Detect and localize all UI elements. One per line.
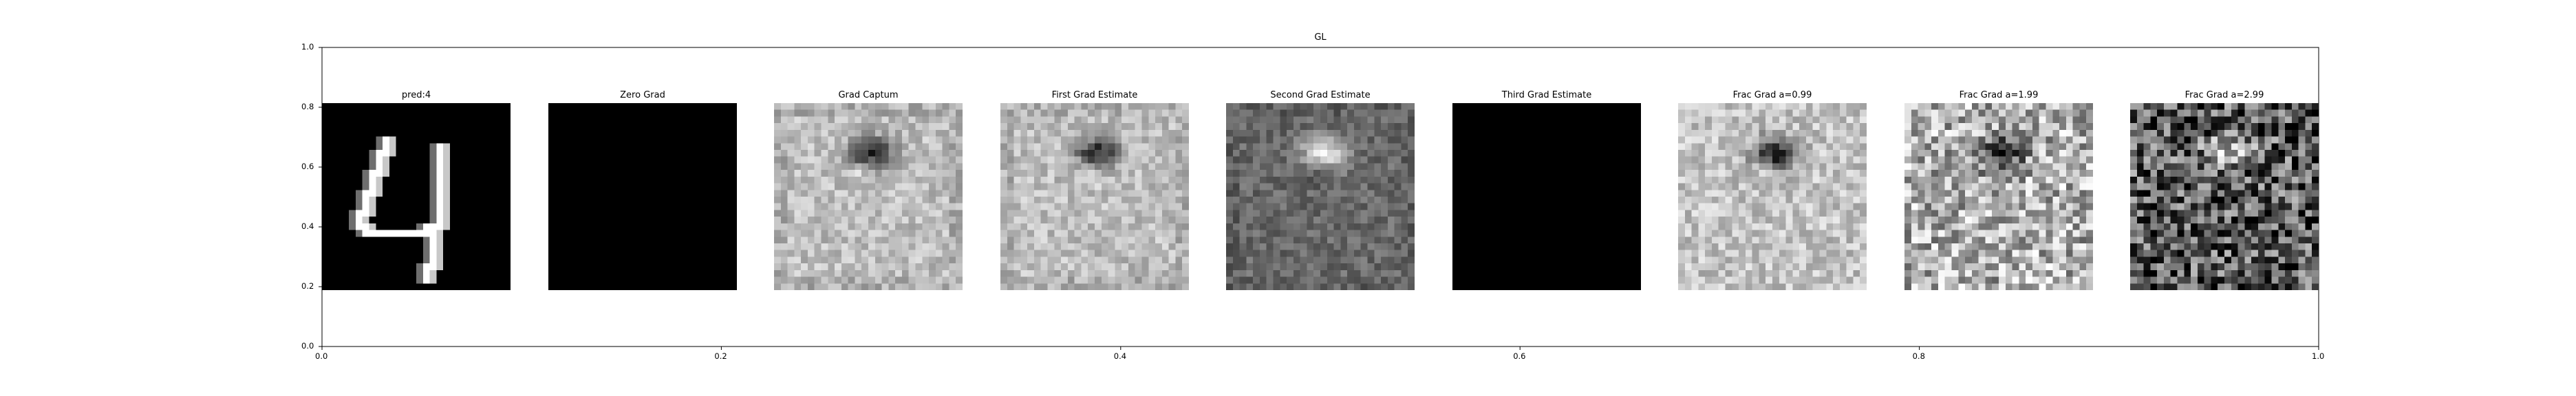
panel-title: First Grad Estimate [1051, 90, 1138, 100]
y-axis-ticks [319, 47, 322, 347]
panel-title: Second Grad Estimate [1270, 90, 1371, 100]
x-axis-ticks [321, 346, 2319, 350]
panel-title: pred:4 [401, 90, 431, 100]
heatmap-image [1452, 103, 1641, 290]
panel-title: Frac Grad a=0.99 [1732, 90, 1812, 100]
x-tick-label: 0.4 [1113, 351, 1127, 361]
heatmap-image [1678, 103, 1867, 290]
x-tick-label: 1.0 [2312, 351, 2325, 361]
x-tick-label: 0.8 [1912, 351, 1925, 361]
panel-title: Third Grad Estimate [1501, 90, 1592, 100]
heatmap-panel [2130, 103, 2319, 290]
panel-title: Frac Grad a=1.99 [1959, 90, 2039, 100]
heatmap-image [1226, 103, 1415, 290]
x-tick-label: 0.2 [714, 351, 727, 361]
chart-title: GL [1314, 32, 1327, 43]
heatmap-panel [1452, 103, 1641, 290]
heatmap-image [322, 103, 511, 290]
heatmap-image [1000, 103, 1189, 290]
panel-title: Frac Grad a=2.99 [2185, 90, 2264, 100]
heatmap-image [1904, 103, 2093, 290]
y-tick-label: 0.6 [301, 162, 314, 171]
y-tick-label: 0.2 [301, 281, 314, 291]
y-tick-label: 1.0 [301, 42, 314, 52]
heatmap-panel [1678, 103, 1867, 290]
x-tick-label: 0.0 [315, 351, 328, 361]
heatmap-panel [322, 103, 511, 290]
y-tick-label: 0.8 [301, 102, 314, 111]
heatmap-panel [1000, 103, 1189, 290]
panel-title: Grad Captum [838, 90, 899, 100]
x-tick-label: 0.6 [1513, 351, 1526, 361]
y-tick-label: 0.0 [301, 341, 314, 351]
heatmap-image [548, 103, 737, 290]
heatmap-panel [1226, 103, 1415, 290]
heatmap-image [2130, 103, 2319, 290]
heatmap-panel [1904, 103, 2093, 290]
y-tick-label: 0.4 [301, 221, 314, 231]
heatmap-image [774, 103, 963, 290]
panel-title: Zero Grad [620, 90, 665, 100]
heatmap-panel [774, 103, 963, 290]
heatmap-panel [548, 103, 737, 290]
